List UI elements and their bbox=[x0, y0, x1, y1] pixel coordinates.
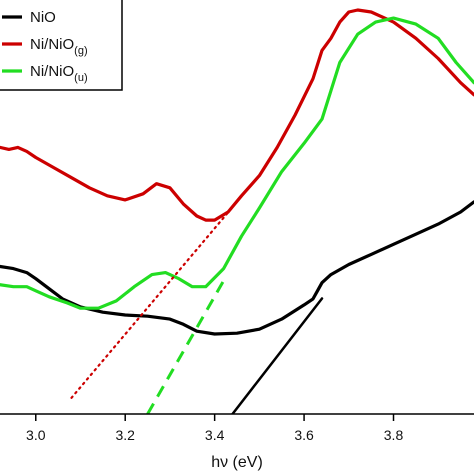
series-layer bbox=[0, 8, 474, 414]
x-axis-title: hν (eV) bbox=[211, 454, 263, 471]
legend-label: Ni/NiO(g) bbox=[30, 36, 88, 57]
legend-label: Ni/NiO(u) bbox=[30, 63, 88, 84]
x-tick-label: 3.0 bbox=[26, 427, 46, 443]
x-tick-label: 3.4 bbox=[205, 427, 225, 443]
tangent-line-solid bbox=[231, 297, 324, 414]
legend: NiO Ni/NiO(g) Ni/NiO(u) bbox=[0, 0, 123, 91]
tangent-line-dashed bbox=[146, 279, 225, 414]
series-line-ni-nio-g bbox=[0, 8, 474, 222]
series-line-nio bbox=[0, 200, 474, 336]
tangent-line-dotted bbox=[70, 206, 234, 399]
series-line-ni-nio-u bbox=[0, 16, 474, 310]
x-tick-label: 3.6 bbox=[294, 427, 314, 443]
x-tick-label: 3.2 bbox=[115, 427, 135, 443]
legend-label: NiO bbox=[30, 9, 56, 26]
x-axis-ticks: 3.0 3.2 3.4 3.6 3.8 bbox=[26, 414, 403, 443]
x-tick-label: 3.8 bbox=[384, 427, 404, 443]
